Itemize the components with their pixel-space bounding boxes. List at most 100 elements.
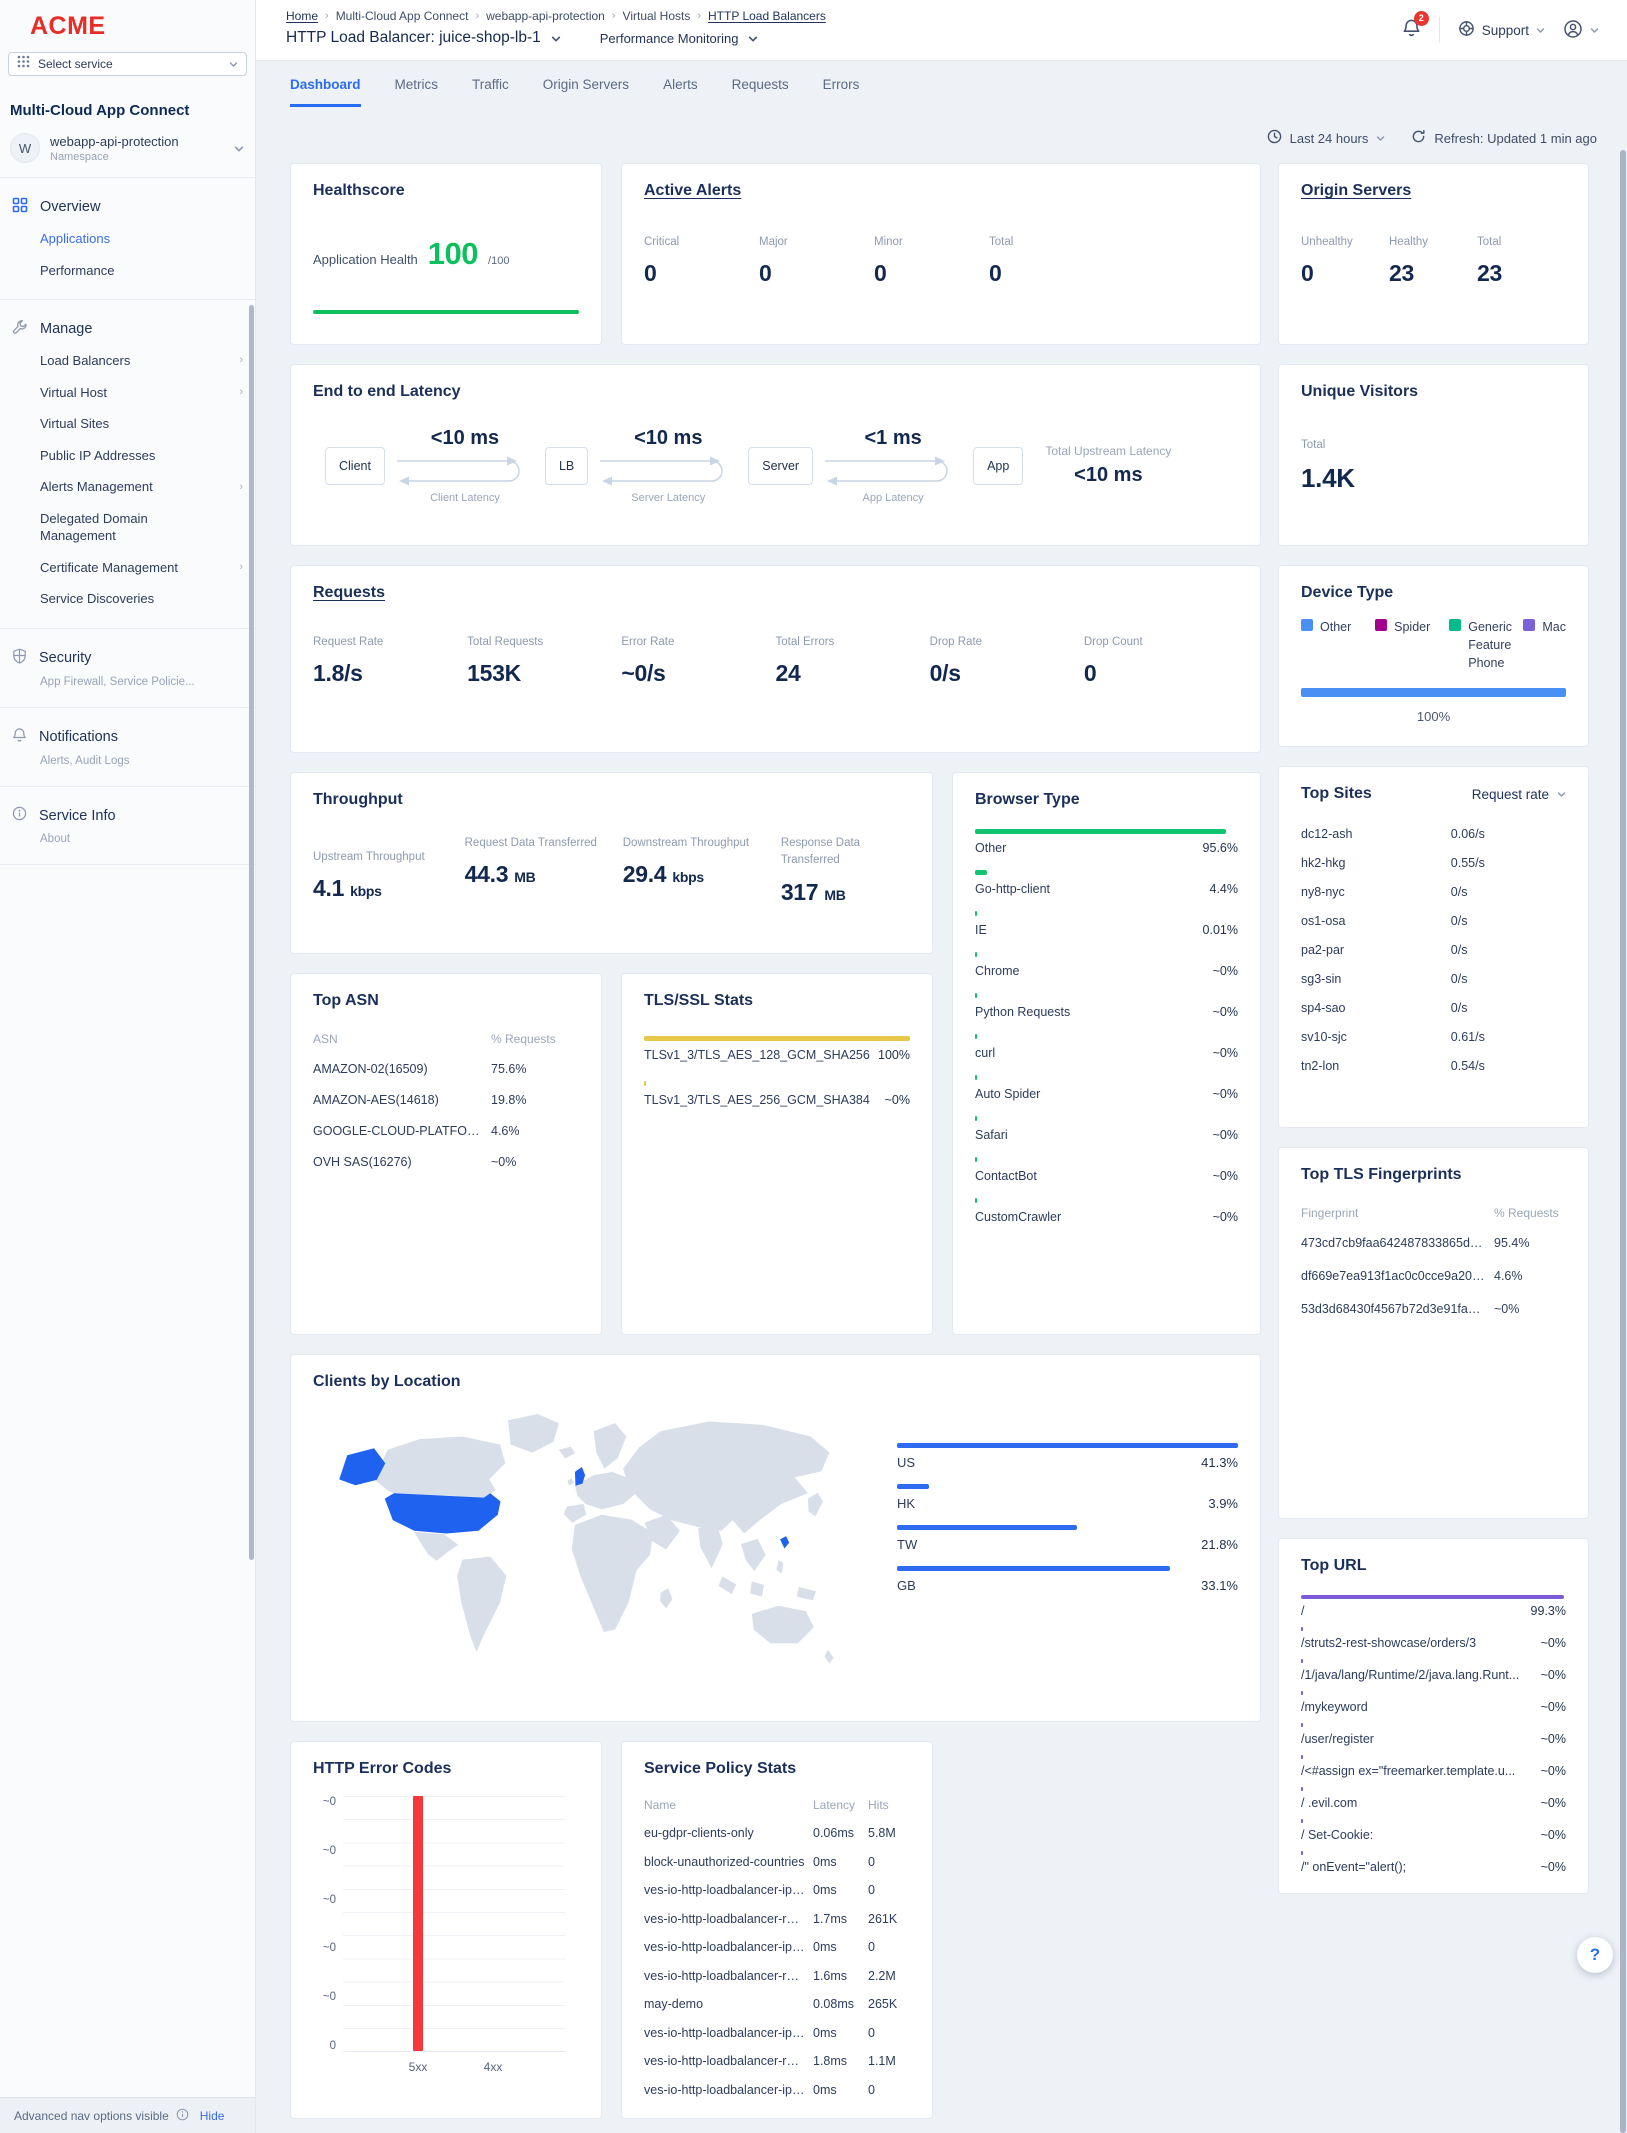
overview-grid-icon (12, 197, 28, 217)
clients-by-location-title: Clients by Location (313, 1373, 461, 1390)
sidebar-item-load-balancers[interactable]: Load Balancers › (40, 353, 243, 369)
active-alerts-card: Active Alerts Critical 0 Major 0 Minor 0 To… (621, 163, 1261, 345)
top-asn-card: Top ASN ASN% Requests AMAZON-02(16509) 75… (290, 973, 602, 1335)
notification-count-badge: 2 (1413, 10, 1429, 26)
chevron-down-icon[interactable] (748, 34, 758, 43)
sidebar-item-delegated-domain-management[interactable]: Delegated Domain Management (40, 510, 148, 544)
chevron-down-icon[interactable] (551, 34, 560, 43)
breadcrumb-namespace[interactable]: webapp-api-protection (486, 9, 605, 23)
product-name: Multi-Cloud App Connect (10, 102, 190, 119)
unique-visitors-title: Unique Visitors (1301, 383, 1419, 400)
drop-rate-value: 0/s (929, 660, 961, 687)
top-sites-sort-select[interactable]: Request rate (1472, 787, 1566, 802)
server-latency-value: <10 ms (634, 427, 703, 449)
sidebar-item-service-discoveries[interactable]: Service Discoveries (40, 591, 155, 607)
bell-icon (12, 727, 27, 747)
policy-row: ves-io-http-loadbalancer-ip-rep... 0ms 0 (644, 1883, 875, 1897)
tab-alerts[interactable]: Alerts (663, 77, 698, 92)
sidebar-scrollbar[interactable] (249, 305, 254, 1560)
select-service-dropdown[interactable]: Select service (8, 52, 247, 76)
hide-nav-link[interactable]: Hide (199, 2108, 225, 2123)
tab-origin-servers[interactable]: Origin Servers (542, 77, 630, 92)
chevron-down-icon (1536, 26, 1545, 35)
sidebar-item-alerts-management[interactable]: Alerts Management › (40, 479, 243, 495)
chevron-right-icon: › (239, 385, 243, 398)
support-menu[interactable]: Support (1458, 20, 1545, 40)
healthscore-bar (313, 310, 579, 314)
browser-type-title: Browser Type (975, 791, 1080, 808)
site-name: pa2-par (1301, 943, 1345, 957)
support-label: Support (1481, 22, 1529, 38)
clock-icon (1267, 129, 1282, 147)
namespace-selector[interactable]: W webapp-api-protection Namespace (0, 119, 255, 177)
time-range-select[interactable]: Last 24 hours (1267, 129, 1386, 147)
sidebar-item-certificate-management[interactable]: Certificate Management › (40, 559, 243, 575)
error-codes-chart: ~0 ~0 ~0 ~0 ~0 0 (313, 1796, 579, 2052)
tab-dashboard[interactable]: Dashboard (290, 77, 361, 107)
chevron-right-icon: › (239, 354, 243, 367)
breadcrumb-app-connect[interactable]: Multi-Cloud App Connect (335, 9, 469, 23)
sidebar-item-public-ip-addresses[interactable]: Public IP Addresses (40, 447, 156, 463)
tab-requests[interactable]: Requests (731, 77, 789, 92)
latency-arrows (396, 456, 520, 486)
sidebar-item-performance[interactable]: Performance (40, 262, 115, 278)
site-rate: 0.55/s (1450, 856, 1485, 870)
fingerprint-row: df669e7ea913f1ac0c0cce9a201a2... 4.6% (1301, 1269, 1523, 1283)
tab-errors[interactable]: Errors (822, 77, 860, 92)
site-rate: 0/s (1450, 943, 1468, 957)
request-data-value: 44.3 MB (464, 861, 536, 888)
sidebar-section-manage[interactable]: Manage (0, 313, 255, 345)
sidebar-item-virtual-sites[interactable]: Virtual Sites (40, 416, 110, 432)
page-scrollbar[interactable] (1620, 150, 1626, 2133)
breadcrumb-separator: › (475, 10, 480, 22)
sidebar: ACME Select service Multi-Cloud App Conn… (0, 0, 256, 2133)
tab-metrics[interactable]: Metrics (394, 77, 439, 92)
policy-row: ves-io-http-loadbalancer-ip-rep... 0ms 0 (644, 2025, 875, 2040)
account-menu[interactable] (1563, 19, 1599, 42)
browser-row: Auto Spider ~0% (975, 1075, 1238, 1101)
downstream-throughput-value: 29.4 kbps (622, 861, 704, 888)
main-content: Dashboard Metrics Traffic Origin Servers… (256, 61, 1627, 2119)
device-type-title: Device Type (1301, 584, 1394, 601)
right-column: Origin Servers Unhealthy 0 Healthy 23 Tota… (1278, 163, 1589, 1913)
info-icon (12, 806, 27, 825)
client-latency-label: Client Latency (430, 492, 500, 504)
breadcrumb-virtual-hosts[interactable]: Virtual Hosts (622, 9, 691, 23)
site-rate: 0/s (1450, 885, 1468, 899)
notifications-button[interactable]: 2 (1402, 10, 1429, 43)
healthscore-card: Healthscore Application Health 100 /100 (290, 163, 602, 345)
sidebar-item-virtual-host[interactable]: Virtual Host › (40, 384, 243, 400)
requests-title[interactable]: Requests (313, 584, 386, 601)
tab-traffic[interactable]: Traffic (472, 77, 509, 92)
breadcrumb-http-load-balancers[interactable]: HTTP Load Balancers (708, 9, 826, 23)
sidebar-item-applications[interactable]: Applications (40, 231, 111, 246)
legend-swatch (1301, 619, 1313, 631)
namespace-type: Namespace (50, 150, 109, 163)
help-button[interactable]: ? (1577, 1937, 1613, 1973)
monitoring-mode-select[interactable]: Performance Monitoring (599, 30, 739, 46)
http-error-codes-card: HTTP Error Codes ~0 ~0 ~0 ~0 ~0 0 5xx 4xx (290, 1741, 602, 2119)
refresh-button[interactable]: Refresh: Updated 1 min ago (1411, 129, 1597, 147)
breadcrumb-separator: › (697, 10, 702, 22)
sidebar-section-security[interactable]: Security (0, 642, 255, 674)
sidebar-section-notifications[interactable]: Notifications (0, 721, 255, 753)
namespace-name: webapp-api-protection (50, 133, 179, 149)
site-rate: 0.61/s (1450, 1030, 1485, 1044)
total-upstream-latency-label: Total Upstream Latency (1045, 444, 1172, 458)
site-rate: 0.54/s (1450, 1059, 1485, 1073)
site-rate: 0/s (1450, 1001, 1468, 1015)
breadcrumb-separator: › (611, 10, 616, 22)
active-alerts-title[interactable]: Active Alerts (644, 182, 742, 199)
site-name: os1-osa (1301, 914, 1346, 928)
site-name: tn2-lon (1301, 1059, 1340, 1073)
breadcrumb-home[interactable]: Home (286, 9, 319, 23)
top-url-card: Top URL /99.3% /struts2-rest-showcase/or… (1278, 1538, 1589, 1894)
latency-node-app: App (973, 446, 1024, 485)
sidebar-section-service-info[interactable]: Service Info (0, 800, 255, 831)
origin-servers-title[interactable]: Origin Servers (1301, 182, 1412, 199)
browser-row: Go-http-client 4.4% (975, 870, 1238, 896)
service-info-sublabel: About (40, 833, 71, 846)
sidebar-section-overview[interactable]: Overview (0, 191, 255, 223)
user-avatar-icon (1563, 19, 1583, 42)
acme-logo: ACME (30, 12, 106, 40)
